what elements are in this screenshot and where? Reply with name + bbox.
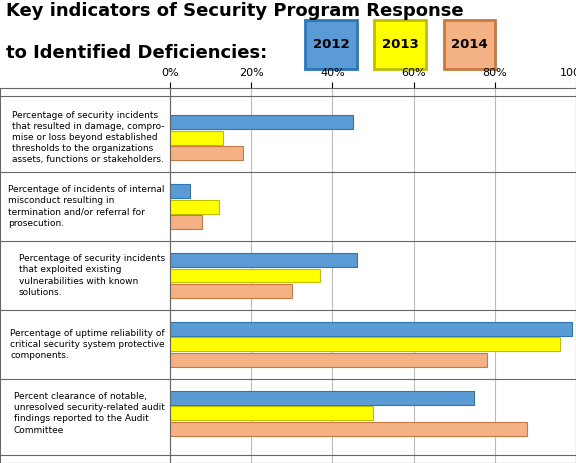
- Text: Percent clearance of notable,
unresolved security-related audit
findings reporte: Percent clearance of notable, unresolved…: [14, 392, 165, 434]
- Text: Percentage of security incidents
that resulted in damage, compro-
mise or loss b: Percentage of security incidents that re…: [12, 111, 165, 164]
- Bar: [170, 253, 357, 267]
- Text: 2013: 2013: [382, 38, 419, 51]
- Bar: [170, 338, 560, 351]
- Bar: [374, 20, 426, 69]
- Bar: [170, 146, 243, 160]
- Text: 2012: 2012: [313, 38, 350, 51]
- Bar: [170, 200, 219, 213]
- Bar: [305, 20, 357, 69]
- Text: Percentage of uptime reliability of
critical security system protective
componen: Percentage of uptime reliability of crit…: [10, 329, 165, 360]
- Bar: [170, 322, 572, 336]
- Bar: [444, 20, 495, 69]
- Bar: [170, 184, 190, 198]
- Text: Percentage of incidents of internal
misconduct resulting in
termination and/or r: Percentage of incidents of internal misc…: [8, 185, 165, 228]
- Bar: [170, 131, 223, 144]
- Text: to Identified Deficiencies:: to Identified Deficiencies:: [6, 44, 267, 62]
- Bar: [170, 407, 373, 420]
- Bar: [170, 115, 353, 130]
- Bar: [170, 215, 202, 229]
- Text: Key indicators of Security Program Response: Key indicators of Security Program Respo…: [6, 2, 463, 20]
- Bar: [170, 421, 527, 436]
- Bar: [170, 269, 320, 282]
- Text: 2014: 2014: [451, 38, 488, 51]
- Text: Percentage of security incidents
that exploited existing
vulnerabilities with kn: Percentage of security incidents that ex…: [18, 254, 165, 297]
- Bar: [170, 353, 487, 367]
- Bar: [170, 391, 475, 405]
- Bar: [170, 284, 292, 298]
